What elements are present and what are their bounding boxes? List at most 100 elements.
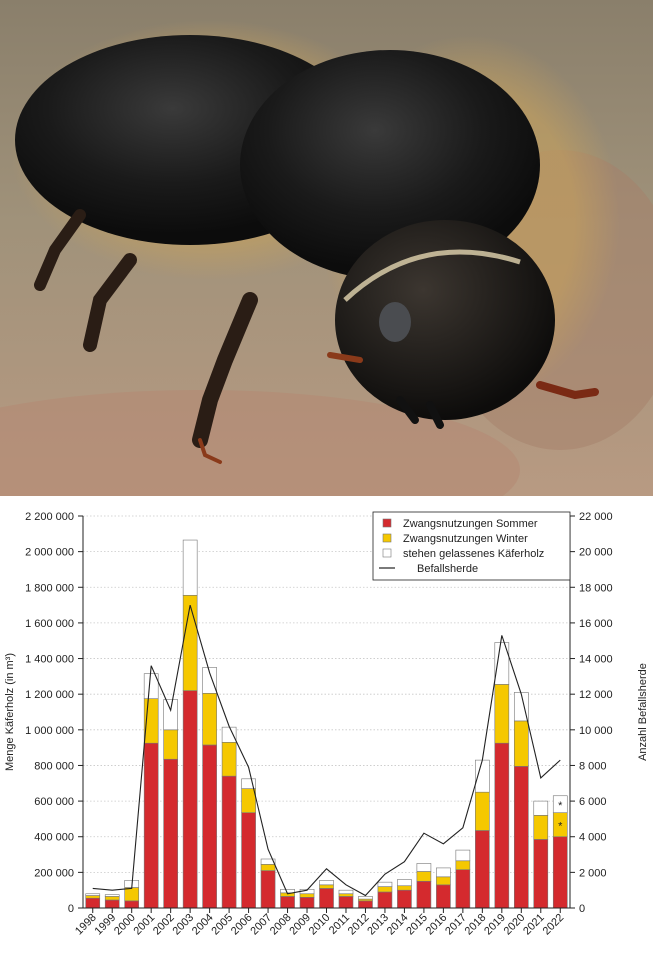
x-tick-label: 2019 (482, 912, 508, 938)
bar-summer (513, 766, 529, 909)
bar-winter (455, 860, 471, 870)
bar-summer (260, 870, 276, 909)
x-tick-label: 2003 (170, 912, 196, 938)
x-tick-label: 2000 (112, 912, 138, 938)
bar-winter (397, 885, 412, 891)
bar-left-standing (221, 726, 237, 743)
bar-winter (436, 876, 451, 886)
y-tick-label: 1 200 000 (25, 689, 74, 701)
bar-summer (397, 889, 412, 909)
bar-summer (416, 880, 432, 909)
y2-tick-label: 0 (579, 903, 585, 915)
bar-winter (319, 884, 334, 889)
bar-summer (280, 896, 295, 909)
bar-left-standing (202, 667, 217, 694)
bar-summer (143, 742, 159, 909)
bar-winter (377, 886, 393, 893)
x-tick-label: 2014 (385, 912, 411, 938)
y2-tick-label: 6 000 (579, 796, 607, 808)
x-tick-label: 2016 (424, 912, 450, 938)
x-tick-label: 1998 (73, 912, 99, 938)
y-tick-label: 800 000 (34, 760, 74, 772)
x-tick-label: 2021 (521, 912, 547, 938)
legend-label: stehen gelassenes Käferholz (403, 548, 544, 560)
bar-left-standing (513, 692, 529, 722)
bar-summer (319, 888, 334, 909)
bar-left-standing (85, 893, 101, 896)
legend-label: Befallsherde (417, 563, 478, 575)
bar-summer (163, 758, 178, 909)
y2-tick-label: 4 000 (579, 832, 607, 844)
legend-box (372, 511, 571, 581)
bar-series (85, 539, 568, 909)
x-tick-label: 2011 (327, 912, 352, 937)
x-tick-label: 2017 (443, 912, 469, 938)
bar-summer (124, 900, 140, 909)
bar-left-standing (377, 881, 393, 887)
bar-marker: * (558, 821, 563, 833)
bar-winter (202, 692, 217, 746)
chart-panel: * * 1998 1999 2000 2001 2002 2003 2004 2005 2006 2… (0, 496, 653, 960)
x-tick-label: 2007 (248, 912, 274, 938)
bar-winter (182, 594, 198, 691)
y-axis-label: Menge Käferholz (in m³) (4, 653, 16, 771)
bar-winter (260, 864, 276, 871)
bar-left-standing (319, 880, 334, 886)
bar-left-standing (104, 894, 120, 897)
legend: Zwangsnutzungen Sommer Zwangsnutzungen Wi… (372, 511, 571, 581)
legend-swatch (382, 533, 392, 543)
bar-winter (475, 791, 490, 831)
bar-left-standing (358, 896, 373, 900)
bar-summer (358, 900, 373, 909)
bar-left-standing (241, 778, 256, 789)
bar-summer (533, 839, 549, 909)
y-tick-label: 2 200 000 (25, 511, 74, 523)
bar-left-standing (533, 800, 549, 816)
bar-winter (338, 893, 354, 897)
bar-summer (377, 891, 393, 909)
bar-winter (85, 895, 101, 899)
bar-winter (221, 741, 237, 777)
y-tick-label: 2 000 000 (25, 547, 74, 559)
x-tick-label: 2018 (463, 912, 489, 938)
x-tick-label: 2013 (365, 912, 391, 938)
bar-summer (455, 869, 471, 909)
x-tick-label: 2008 (268, 912, 294, 938)
x-tick-label: 2012 (346, 912, 372, 938)
y2-tick-label: 10 000 (579, 725, 613, 737)
bar-winter (104, 896, 120, 901)
bar-left-standing (416, 863, 432, 872)
x-tick-label: 2020 (502, 912, 528, 938)
x-tick-label: 1999 (93, 912, 119, 938)
y2-tick-label: 22 000 (579, 511, 613, 523)
bar-marker: * (558, 800, 563, 812)
y-tick-label: 1 800 000 (25, 582, 74, 594)
y-tick-label: 0 (68, 903, 74, 915)
x-tick-label: 2006 (229, 912, 255, 938)
bar-winter (163, 729, 178, 760)
bar-winter (533, 815, 549, 840)
bar-left-standing (494, 642, 510, 685)
bar-winter (241, 788, 256, 813)
x-tick-label: 2001 (132, 912, 158, 938)
x-tick-label: 2022 (541, 912, 567, 938)
y-tick-label: 200 000 (34, 867, 74, 879)
y2-axis-label: Anzahl Befallsherde (637, 663, 649, 761)
bar-left-standing (260, 858, 276, 865)
x-tick-label: 2015 (404, 912, 430, 938)
bar-summer (338, 896, 354, 909)
bar-winter (513, 720, 529, 767)
y-tick-labels: 0 200 000 400 000 600 000 800 000 1 000 000 1 … (25, 511, 74, 915)
y2-tick-label: 16 000 (579, 618, 613, 630)
bar-winter (416, 871, 432, 882)
bar-left-standing (552, 795, 568, 813)
legend-swatch (382, 548, 392, 558)
y-tick-label: 1 400 000 (25, 654, 74, 666)
bar-summer (494, 742, 510, 909)
y-tick-label: 400 000 (34, 832, 74, 844)
x-tick-label: 2002 (151, 912, 177, 938)
y2-tick-label: 20 000 (579, 547, 613, 559)
bar-summer (436, 884, 451, 909)
x-tick-labels: 1998199920002001200220032004200520062007… (73, 912, 566, 938)
axes (78, 515, 575, 913)
